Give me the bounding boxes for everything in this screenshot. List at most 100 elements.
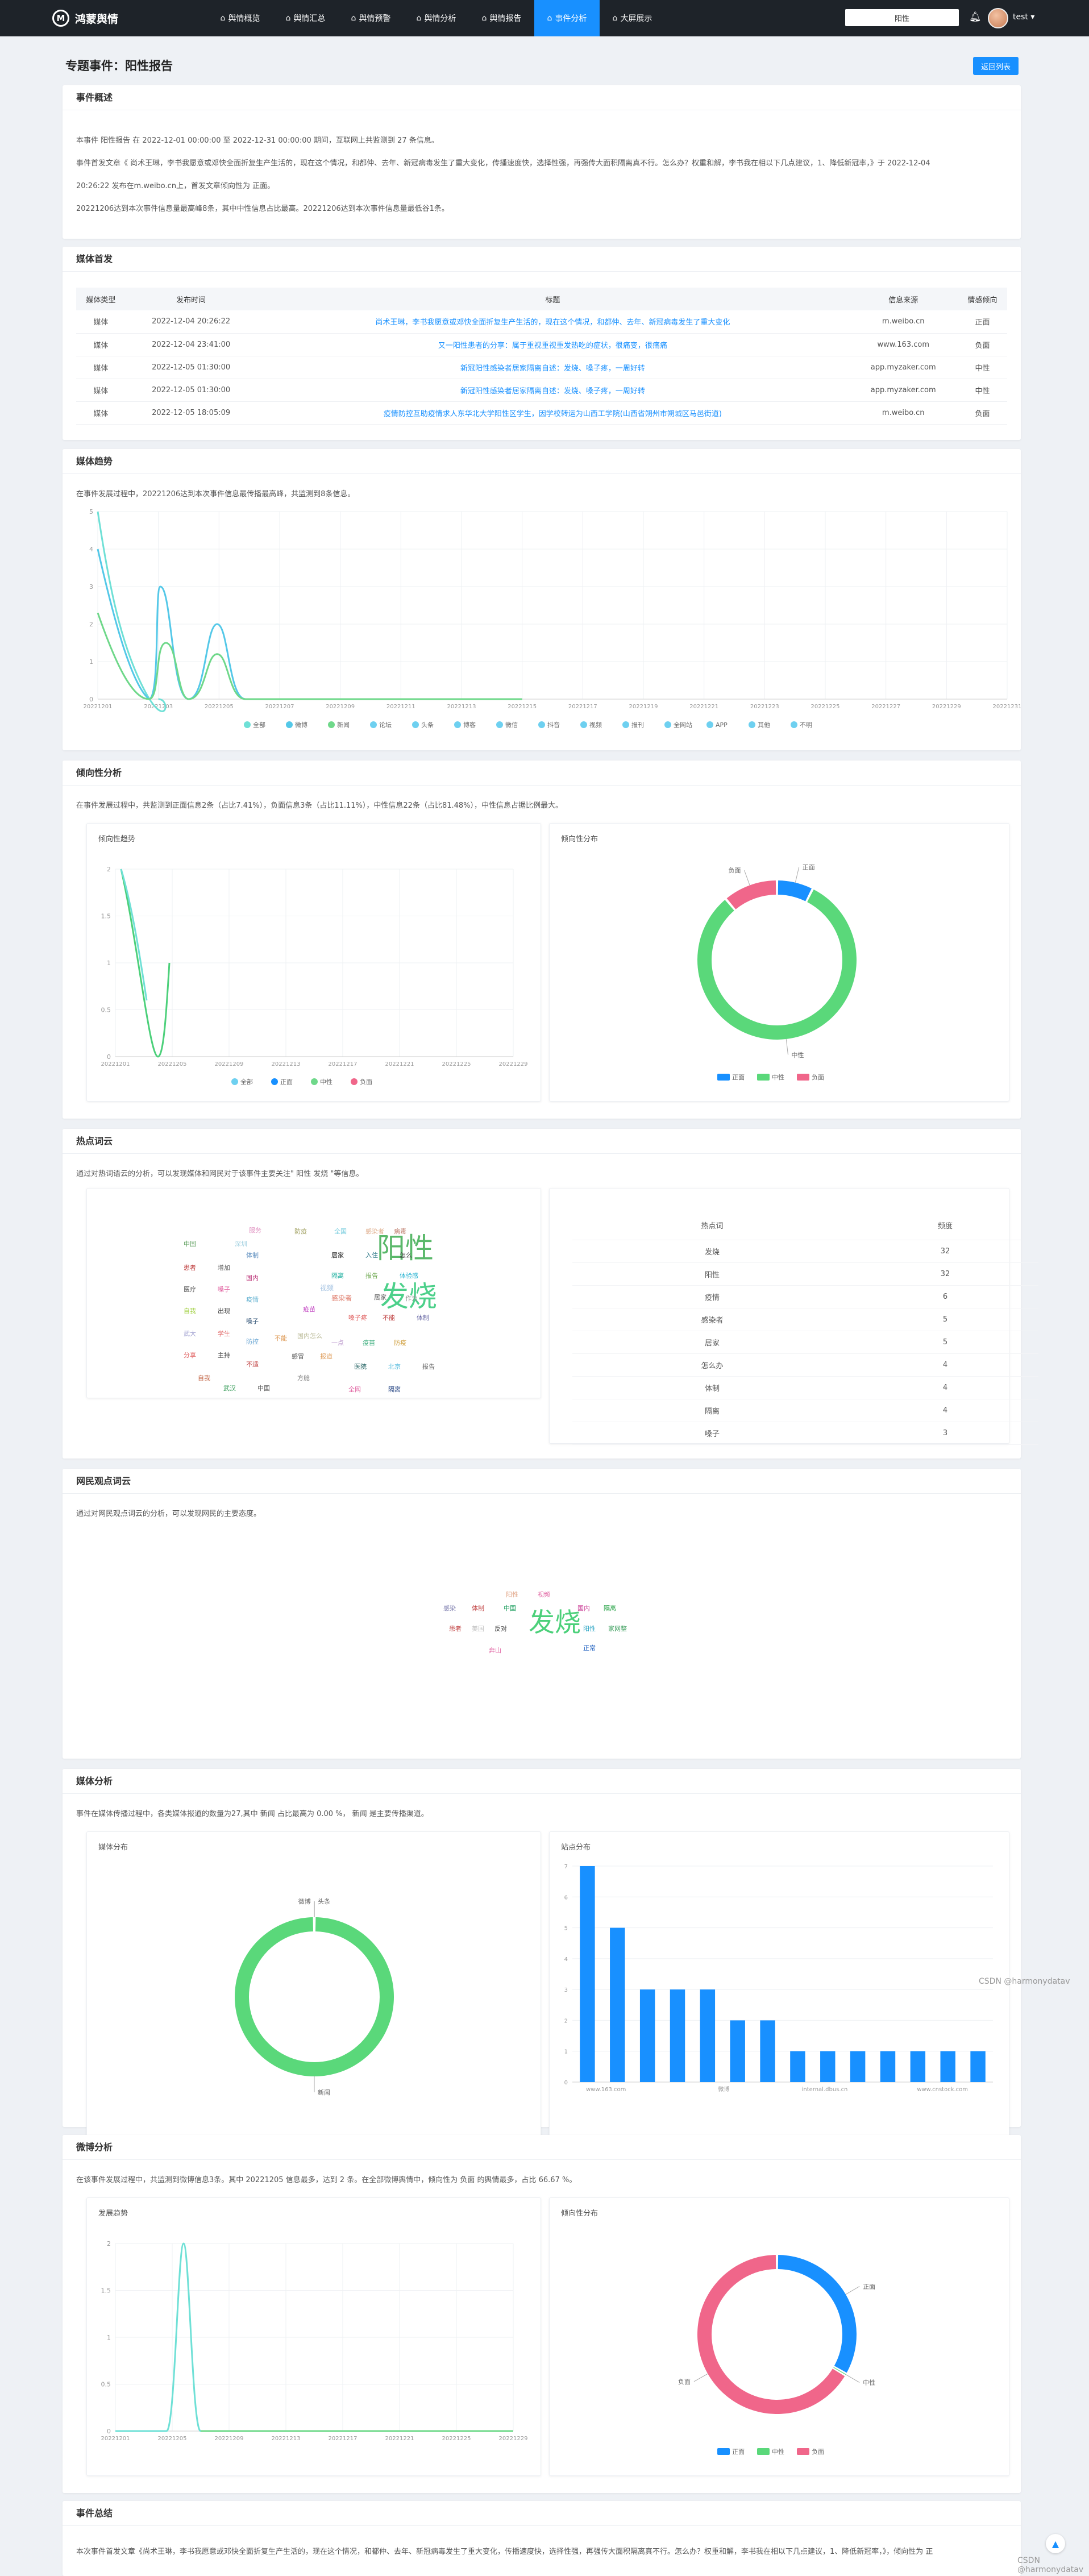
frequency-cell: 4: [851, 1399, 1038, 1422]
frequency-cell: 6: [851, 1285, 1038, 1308]
cloud-word: 国内怎么: [297, 1332, 322, 1340]
nav-item-1[interactable]: ⌂ 舆情汇总: [273, 0, 338, 36]
nav-item-2[interactable]: ⌂ 舆情预警: [338, 0, 404, 36]
x-tick-label: 20221213: [272, 1061, 301, 1067]
back-button[interactable]: 返回列表: [973, 57, 1019, 75]
nav-item-label: 舆情汇总: [293, 14, 326, 23]
y-tick-label: 2: [89, 621, 93, 628]
overview-text-3: 20:26:22 发布在m.weibo.cn上，首发文章倾向性为 正面。: [76, 182, 275, 190]
cloud-word: 自我: [184, 1307, 196, 1315]
bar: [670, 1989, 685, 2082]
bar: [700, 1989, 716, 2082]
table-cell-title[interactable]: 又一阳性患者的分享：属于重视重视重发热吃的症状，很痛变，很痛痛: [256, 333, 849, 356]
bar: [730, 2020, 745, 2082]
app-logo[interactable]: M 鸿蒙舆情: [52, 10, 118, 27]
avatar[interactable]: [988, 8, 1008, 28]
home-icon: ⌂: [481, 14, 487, 23]
cloud-word: 隔离: [331, 1272, 344, 1279]
pie-label: 正面: [803, 864, 815, 871]
legend-label: 抖音: [547, 721, 560, 729]
hotwords-title: 热点词云: [63, 1129, 1021, 1154]
legend-label: 正面: [280, 1078, 293, 1086]
cloud-word: 方舱: [297, 1374, 310, 1382]
frequency-cell: 5: [851, 1308, 1038, 1331]
weibo-dist-panel: 倾向性分布 正面 中性 负面 正面 中性 负面: [549, 2197, 1009, 2476]
table-cell-title[interactable]: 尚术王琳，李书我愿意或邓快全面折复生产生活的，现在这个情况，和都仲、去年、新冠病…: [256, 310, 849, 334]
search-input[interactable]: 阳性: [845, 9, 959, 26]
summary-text: 本次事件首发文章《尚术王琳，李书我愿意或邓快全面折复生产生活的，现在这个情况，和…: [76, 2548, 933, 2556]
legend-marker: [706, 721, 713, 728]
cloud-word: 居家: [331, 1252, 344, 1259]
pie-slice: [833, 2367, 846, 2375]
y-tick-label: 1: [107, 2334, 111, 2341]
table-header: 发布时间: [125, 288, 257, 310]
weibo-text: 在该事件发展过程中，共监测到微博信息3条。其中 20221205 信息最多，达到…: [76, 2176, 577, 2184]
table-cell-title[interactable]: 疫情防控互助疫情求人东华北大学阳性区学生，因学校转运为山西工学院(山西省朔州市朔…: [256, 401, 849, 425]
cloud-word: 防疫: [294, 1228, 307, 1235]
legend-label: 全部: [253, 721, 265, 729]
overview-text-4: 20221206达到本次事件信息量最高峰8条，其中中性信息占比最高。202212…: [76, 205, 449, 213]
bar: [580, 1866, 595, 2082]
cloud-word: 发烧: [380, 1280, 437, 1313]
nav-item-0[interactable]: ⌂ 舆情概览: [207, 0, 273, 36]
weibo-title: 微博分析: [63, 2135, 1021, 2160]
series-line-all: [97, 511, 167, 712]
scroll-top-button[interactable]: ▲: [1046, 2534, 1065, 2553]
cloud-word: 感染者: [365, 1228, 384, 1235]
cloud-word: 病毒: [394, 1228, 406, 1235]
site-dist-panel: 站点分布 0 1 2 3 4 5 6 7 www.163.com 微博 internal.dbus.…: [549, 1831, 1009, 2167]
pie-slice: [778, 2255, 857, 2373]
frequency-cell: 3: [851, 1422, 1038, 1445]
nav-item-3[interactable]: ⌂ 舆情分析: [404, 0, 469, 36]
bell-icon[interactable]: 🔔︎: [969, 11, 982, 23]
x-tick-label: 20221229: [499, 2436, 528, 2442]
table-cell-title[interactable]: 新冠阳性感染者居家隔离自述：发烧、嗓子疼，一周好转: [256, 356, 849, 379]
cloud-word: 嗓子疼: [348, 1314, 367, 1322]
netizen-title: 网民观点词云: [63, 1469, 1021, 1494]
legend-marker: [797, 1074, 809, 1081]
table-cell-type: 媒体: [76, 333, 126, 356]
legend-label: APP: [716, 721, 728, 729]
cloud-word: 体制: [246, 1252, 259, 1259]
table-cell-source: m.weibo.cn: [849, 401, 958, 425]
weibo-card: 微博分析 在该事件发展过程中，共监测到微博信息3条。其中 20221205 信息…: [63, 2135, 1021, 2493]
cloud-word: 居家: [374, 1294, 386, 1301]
overview-card: 事件概述 本事件 阳性报告 在 2022-12-01 00:00:00 至 20…: [63, 85, 1021, 239]
y-tick-label: 7: [564, 1864, 568, 1870]
cloud-word: 全国: [334, 1228, 347, 1235]
table-cell-sentiment: 负面: [958, 333, 1007, 356]
nav-item-5[interactable]: ⌂ 事件分析: [534, 0, 600, 36]
y-tick-label: 1.5: [101, 2287, 111, 2295]
cloud-word: 感染: [443, 1605, 456, 1612]
table-row: 媒体 2022-12-04 23:41:00 又一阳性患者的分享：属于重视重视重发热…: [76, 333, 1007, 356]
y-tick-label: 0: [564, 2080, 568, 2086]
nav-item-4[interactable]: ⌂ 舆情报告: [469, 0, 534, 36]
nav-item-label: 舆情概览: [228, 14, 260, 23]
chevron-down-icon: ▾: [1030, 13, 1035, 22]
arrow-up-icon: ▲: [1051, 2538, 1059, 2549]
legend-label: 其他: [758, 721, 770, 729]
table-header: 热点词: [572, 1211, 852, 1240]
x-tick-label: 20221227: [871, 704, 900, 710]
nav-item-6[interactable]: ⌂ 大屏展示: [600, 0, 665, 36]
cloud-word: 中国: [184, 1240, 196, 1248]
hotword-cell: 疫情: [572, 1285, 852, 1308]
x-tick-label: 20221213: [447, 704, 476, 710]
y-tick-label: 5: [564, 1926, 568, 1932]
media-pie-chart: 头条新闻微博头条新闻微博: [235, 1897, 394, 2110]
bar: [910, 2051, 926, 2082]
frequency-cell: 4: [851, 1376, 1038, 1399]
cloud-word: 武大: [184, 1330, 196, 1337]
table-cell-title[interactable]: 新冠阳性感染者居家隔离自述：发烧、嗓子疼，一周好转: [256, 379, 849, 402]
x-tick-label: 20221217: [568, 704, 597, 710]
user-menu[interactable]: test ▾: [1013, 13, 1034, 22]
legend-marker: [286, 721, 293, 728]
x-tick-label: 20221229: [932, 704, 961, 710]
cloud-word: 全网: [348, 1386, 361, 1393]
pie-label-line: [693, 2373, 708, 2382]
legend-label: 报刊: [631, 721, 644, 729]
netizen-cloud: 发烧 阳性 视频 感染 体制 中国 国内 隔离 患者 美国 反对 阳性 家网整 奔山 正常: [438, 1582, 665, 1696]
nav-item-label: 大屏展示: [620, 14, 652, 23]
x-tick-label: 20221211: [386, 704, 415, 710]
x-tick-label: 20221215: [508, 704, 537, 710]
